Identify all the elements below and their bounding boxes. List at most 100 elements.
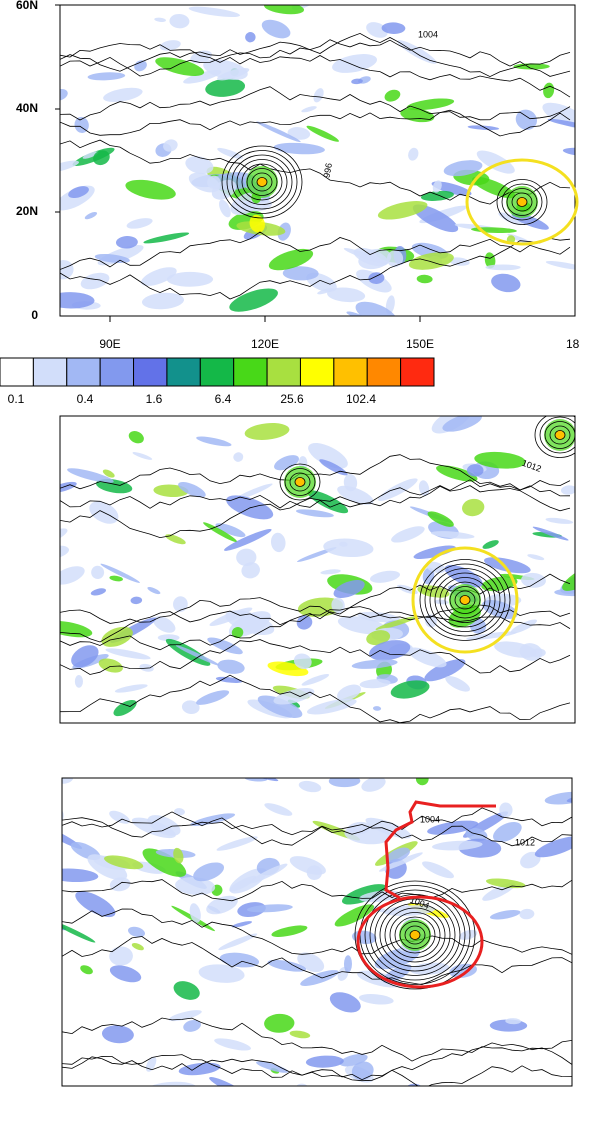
rain-area <box>183 1019 201 1032</box>
rain-area <box>397 40 437 64</box>
rain-area <box>591 233 604 252</box>
rain-area <box>408 147 419 161</box>
isobar <box>246 168 278 196</box>
rain-area <box>296 615 313 630</box>
isobar <box>439 577 491 623</box>
rain-area <box>493 822 522 842</box>
rain-area <box>448 257 470 266</box>
isobar <box>539 416 575 454</box>
rain-area <box>207 637 243 655</box>
rain-area <box>477 729 506 737</box>
rain-area <box>313 88 324 103</box>
rain-area <box>386 250 404 268</box>
rain-area <box>60 545 70 560</box>
rain-area <box>261 19 291 39</box>
isobar <box>60 32 571 78</box>
rain-area <box>264 803 293 816</box>
rain-area <box>193 862 225 882</box>
isobar <box>544 421 575 449</box>
isobar <box>60 237 571 300</box>
rain-area <box>241 562 260 579</box>
rain-area <box>130 596 143 605</box>
colorbar-swatch <box>333 357 368 387</box>
colorbar: 0.1 0.4 1.6 6.4 25.6 102.4 <box>0 357 435 406</box>
rain-area <box>159 40 181 51</box>
panel-map <box>0 778 572 1086</box>
rain-area <box>90 588 106 596</box>
colorbar-swatch <box>99 357 135 387</box>
isobar <box>354 880 476 990</box>
rain-area <box>343 955 352 973</box>
isobar <box>289 472 311 492</box>
isobar <box>404 925 426 945</box>
rain-area <box>82 151 99 159</box>
rain-area <box>374 947 420 970</box>
rain-area <box>224 529 272 551</box>
rain-area <box>189 731 219 752</box>
rain-area <box>60 292 95 309</box>
panel-map <box>0 5 604 402</box>
isobar <box>60 639 571 675</box>
rain-area <box>113 699 137 717</box>
rain-area <box>427 511 454 527</box>
rain-area <box>547 118 575 130</box>
rain-area <box>545 260 575 271</box>
rain-area <box>0 316 10 327</box>
rain-area <box>273 688 315 705</box>
rain-area <box>216 836 258 851</box>
rain-area <box>147 1081 197 1086</box>
colorbar-label: 1.6 <box>146 392 163 406</box>
lon-label: 150E <box>406 337 434 351</box>
rain-area <box>198 964 245 983</box>
rain-area <box>147 815 181 836</box>
rain-area <box>109 877 131 892</box>
rain-area <box>308 443 348 469</box>
rain-area <box>80 965 93 975</box>
rain-area <box>87 72 126 81</box>
rain-area <box>68 186 89 199</box>
rain-area <box>306 865 322 880</box>
rain-area <box>512 392 539 406</box>
rain-area <box>249 214 265 233</box>
rain-area <box>534 836 572 858</box>
rain-area <box>93 150 110 166</box>
rain-area <box>268 248 314 271</box>
rain-area <box>465 827 488 842</box>
rain-area <box>432 180 442 193</box>
colorbar-swatch <box>133 357 168 387</box>
rain-area <box>188 6 241 17</box>
rain-area <box>14 996 57 1023</box>
isobar <box>389 912 441 958</box>
lat-label: 0 <box>31 308 38 322</box>
rain-area <box>382 385 393 397</box>
contour-label: 996 <box>321 162 333 179</box>
rain-area <box>333 580 365 598</box>
rain-area <box>423 742 442 761</box>
rain-area <box>270 532 286 553</box>
isobar <box>364 889 466 981</box>
rain-area <box>207 175 221 189</box>
rain-area <box>510 619 537 634</box>
isobar <box>60 231 571 270</box>
isobar <box>62 1042 572 1082</box>
rain-area <box>174 808 185 816</box>
lat-label: 20N <box>16 204 38 218</box>
rain-area <box>103 87 143 102</box>
rain-area <box>0 973 24 992</box>
rain-area <box>445 675 471 692</box>
rain-area <box>495 366 545 402</box>
rain-area <box>554 588 575 597</box>
rain-area <box>67 468 114 483</box>
rain-area <box>256 121 301 143</box>
panel-map <box>60 385 575 761</box>
colorbar-label: 25.6 <box>280 392 304 406</box>
rain-area <box>328 778 361 788</box>
isobar <box>60 485 571 539</box>
rain-area <box>485 878 526 889</box>
rain-area <box>169 13 190 29</box>
rain-area <box>494 641 537 658</box>
isobar <box>384 907 446 963</box>
isobar <box>444 581 486 619</box>
rain-area <box>109 965 142 983</box>
rain-area <box>442 416 482 432</box>
